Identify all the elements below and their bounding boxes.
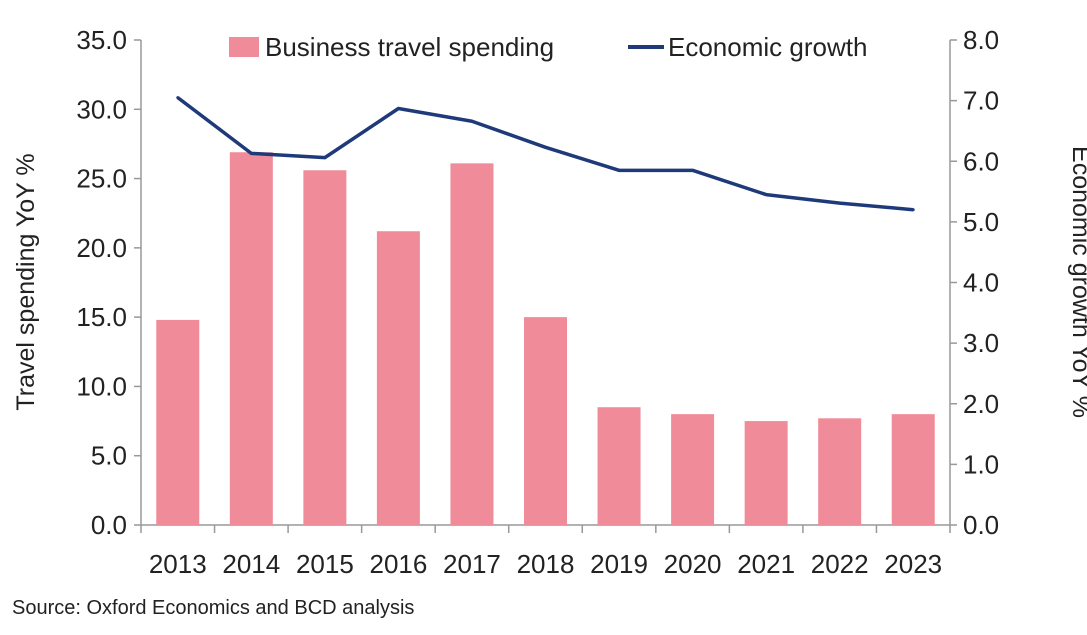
line-point [396, 107, 400, 111]
line-point [764, 193, 768, 197]
source-note: Source: Oxford Economics and BCD analysi… [12, 597, 415, 619]
right-tick-label: 6.0 [963, 146, 999, 176]
line-point [176, 96, 180, 100]
bar [818, 418, 862, 525]
line-series [176, 96, 915, 212]
x-tick-label: 2021 [737, 549, 795, 579]
right-axis-title: Economic growth YoY % [1067, 146, 1087, 418]
line-point [544, 145, 547, 149]
legend-label-line: Economic growth [668, 32, 867, 62]
right-tick-label: 5.0 [963, 207, 999, 237]
x-tick-label: 2015 [296, 549, 354, 579]
bar [376, 231, 420, 525]
right-tick-label: 4.0 [963, 268, 999, 298]
bar-series [156, 152, 935, 526]
x-tick-label: 2022 [811, 549, 869, 579]
x-tick-label: 2019 [590, 549, 648, 579]
bar [450, 163, 494, 526]
line-point [838, 201, 842, 205]
line-point [470, 119, 474, 123]
left-tick-label: 35.0 [76, 25, 127, 55]
economic-growth-line [176, 96, 914, 212]
bar [597, 407, 641, 525]
bar [156, 319, 200, 525]
x-tick-label: 2017 [443, 549, 501, 579]
x-tick-label: 2013 [149, 549, 207, 579]
left-tick-label: 20.0 [76, 233, 127, 263]
right-tick-label: 0.0 [963, 510, 999, 540]
left-axis-ticks: 0.0 5.0 10.0 15.0 20.0 25.0 30.0 35.0 [76, 25, 141, 540]
left-tick-label: 30.0 [76, 94, 127, 124]
bar [524, 317, 567, 525]
left-axis-title: Travel spending YoY % [12, 153, 40, 410]
line-point [249, 151, 253, 155]
bar [744, 421, 788, 525]
x-tick-label: 2018 [517, 549, 575, 579]
line-point [691, 168, 695, 172]
right-axis-ticks: 0.0 1.0 2.0 3.0 4.0 5.0 6.0 7.0 8.0 [950, 25, 999, 540]
x-tick-label: 2014 [222, 549, 280, 579]
left-tick-label: 5.0 [91, 441, 127, 471]
left-tick-label: 0.0 [91, 510, 127, 540]
left-tick-label: 25.0 [76, 164, 127, 194]
right-tick-label: 8.0 [963, 25, 999, 55]
x-tick-label: 2023 [884, 549, 942, 579]
left-tick-label: 10.0 [76, 371, 127, 401]
bar [303, 170, 347, 525]
x-tick-label: 2020 [664, 549, 722, 579]
right-tick-label: 7.0 [963, 86, 999, 116]
legend-swatch-bar [229, 37, 259, 57]
right-tick-label: 1.0 [963, 449, 999, 479]
bar [891, 414, 935, 525]
bar [229, 152, 273, 525]
bar [671, 414, 715, 525]
line-point [617, 168, 621, 172]
left-tick-label: 15.0 [76, 302, 127, 332]
x-axis-ticks: 2013 2014 2015 2016 2017 2018 2019 2020 2021 2022… [140, 525, 951, 579]
line-point [323, 156, 327, 160]
right-tick-label: 3.0 [963, 328, 999, 358]
legend-label-bar: Business travel spending [265, 32, 554, 62]
right-tick-label: 2.0 [963, 389, 999, 419]
legend: Business travel spending Economic growth [229, 32, 867, 62]
x-tick-label: 2016 [369, 549, 427, 579]
line-point [911, 208, 915, 212]
